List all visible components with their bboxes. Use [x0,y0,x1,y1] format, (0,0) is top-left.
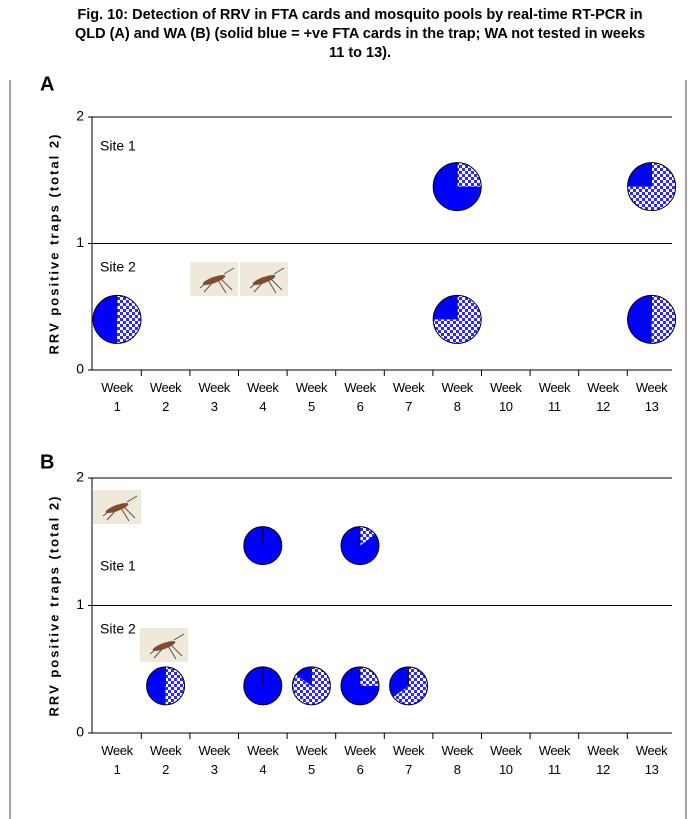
panel-label: B [40,451,54,473]
pie [341,527,379,565]
chart-title: Fig. 10: Detection of RRV in FTA cards a… [70,6,650,63]
mosquito-icon [240,262,288,296]
x-tick-label: Week 5 [293,741,329,779]
x-tick-label: Week 10 [488,741,524,779]
pie-checkered [652,295,676,343]
pie-checkered [117,295,141,343]
pie [433,163,481,211]
x-tick-label: Week 10 [488,378,524,416]
site-label: Site 1 [100,138,136,154]
panel-label: A [40,73,54,95]
x-tick-label: Week 1 [99,741,135,779]
mosquito-icon [140,628,188,662]
x-tick-label: Week 5 [293,378,329,416]
mosquito-icon [190,262,238,296]
pie-solid [628,295,652,343]
x-tick-label: Week 11 [536,741,572,779]
page: A RRV positive traps (total 2) 0 1 2 Site 1 Si… [0,0,695,819]
pie [341,667,379,705]
mosquito-icon [93,490,141,524]
pie [433,295,481,343]
x-tick-label: Week 13 [634,741,670,779]
site-label: Site 2 [100,621,136,637]
pie-solid [93,295,117,343]
pie [244,667,282,705]
x-tick-label: Week 8 [439,741,475,779]
x-tick-label: Week 2 [148,378,184,416]
site-label: Site 1 [100,558,136,574]
pie [628,295,676,343]
x-tick-label: Week 8 [439,378,475,416]
pie [628,163,676,211]
x-tick-label: Week 12 [585,741,621,779]
y-tick-label: 0 [76,361,84,377]
y-tick-label: 2 [76,108,84,124]
site-label: Site 2 [100,259,136,275]
x-tick-label: Week 7 [391,378,427,416]
x-tick-label: Week 3 [196,378,232,416]
pie-checkered [166,667,185,705]
x-tick-label: Week 12 [585,378,621,416]
y-tick-label: 0 [76,724,84,740]
x-tick-label: Week 7 [391,741,427,779]
pie [244,527,282,565]
x-tick-label: Week 3 [196,741,232,779]
y-axis-title: RRV positive traps (total 2) [46,495,61,717]
y-tick-label: 2 [76,469,84,485]
pie [390,667,428,705]
x-tick-label: Week 6 [342,741,378,779]
y-axis-title: RRV positive traps (total 2) [46,133,61,355]
x-tick-label: Week 4 [245,378,281,416]
pie-solid [147,667,166,705]
y-tick-label: 1 [76,234,84,250]
pie [147,667,185,705]
x-tick-label: Week 1 [99,378,135,416]
x-tick-label: Week 2 [148,741,184,779]
x-tick-label: Week 4 [245,741,281,779]
y-tick-label: 1 [76,596,84,612]
x-tick-label: Week 6 [342,378,378,416]
pie [292,667,330,705]
x-tick-label: Week 11 [536,378,572,416]
x-tick-label: Week 13 [634,378,670,416]
pie [93,295,141,343]
